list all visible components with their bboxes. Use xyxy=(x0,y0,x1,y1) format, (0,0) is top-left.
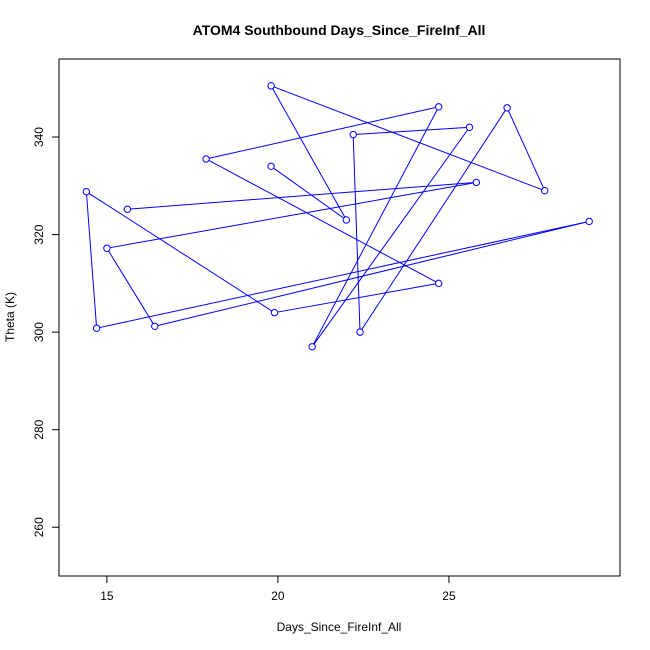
data-point xyxy=(151,322,159,330)
plot-area xyxy=(58,58,621,577)
x-axis-label: Days_Since_FireInf_All xyxy=(277,620,402,634)
series-segment xyxy=(273,86,542,191)
series-segment xyxy=(361,110,506,330)
series-segment xyxy=(130,182,474,210)
y-tick-label: 320 xyxy=(32,224,46,244)
series-segment xyxy=(356,126,467,135)
data-point xyxy=(503,104,511,112)
series-segment xyxy=(109,182,474,249)
data-point xyxy=(82,187,91,196)
data-point xyxy=(435,279,443,288)
data-point xyxy=(123,205,132,213)
data-point xyxy=(202,155,210,163)
chart-title: ATOM4 Southbound Days_Since_FireInf_All xyxy=(193,22,486,38)
x-tick-label: 15 xyxy=(100,589,114,603)
y-tick-label: 260 xyxy=(32,517,46,537)
data-point xyxy=(267,162,275,171)
data-point xyxy=(356,328,364,336)
y-axis-label: Theta (K) xyxy=(3,292,17,342)
x-tick-label: 20 xyxy=(271,589,285,603)
data-point xyxy=(541,186,549,195)
series-segment xyxy=(209,107,436,159)
series xyxy=(82,82,593,351)
series-segment xyxy=(88,192,273,312)
series-segment xyxy=(313,129,469,345)
y-tick-label: 300 xyxy=(32,322,46,342)
series-segment xyxy=(277,283,436,313)
series-segment xyxy=(313,109,438,345)
series-segment xyxy=(157,221,587,327)
data-point xyxy=(267,82,275,90)
y-tick-label: 340 xyxy=(32,127,46,147)
y-axis: 260 280 300 320 340 xyxy=(32,127,60,537)
series-segment xyxy=(507,110,544,188)
data-point xyxy=(472,178,481,187)
data-point xyxy=(435,103,443,111)
series-segment xyxy=(352,137,361,329)
data-point xyxy=(465,123,474,131)
data-point xyxy=(308,343,316,351)
series-segment xyxy=(208,160,437,283)
data-point xyxy=(342,216,351,224)
series-segment xyxy=(272,88,346,218)
data-point xyxy=(103,244,111,252)
y-tick-label: 280 xyxy=(32,419,46,439)
series-segment xyxy=(273,167,345,219)
data-point xyxy=(585,217,593,226)
x-axis: 15 20 25 xyxy=(100,575,456,603)
series-segment xyxy=(108,250,154,324)
x-tick-label: 25 xyxy=(442,589,456,603)
series-layer xyxy=(82,82,593,351)
series-segment xyxy=(99,221,587,329)
data-point xyxy=(349,130,357,139)
data-point xyxy=(92,324,101,332)
series-segment xyxy=(86,194,97,326)
data-point xyxy=(270,308,279,317)
